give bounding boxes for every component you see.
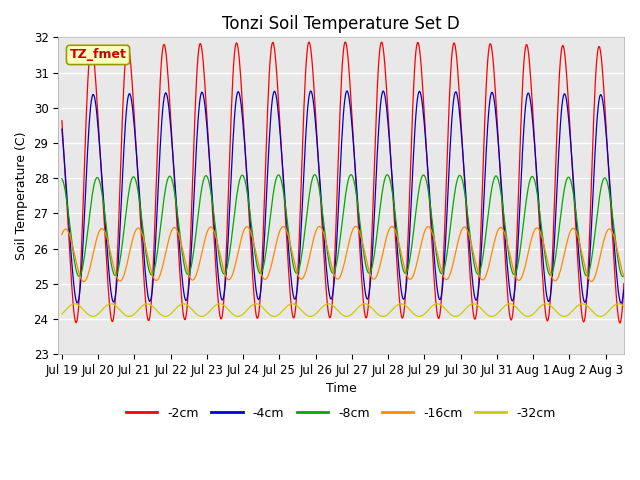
-16cm <box>351 224 359 229</box>
Line: -4cm: -4cm <box>62 91 624 303</box>
-4cm <box>476 278 483 284</box>
-16cm <box>320 230 328 236</box>
-8cm <box>462 197 470 203</box>
Text: TZ_fmet: TZ_fmet <box>70 48 127 61</box>
-8cm <box>620 274 627 279</box>
-2cm <box>462 200 470 206</box>
-2cm <box>476 265 483 271</box>
-4cm <box>319 219 326 225</box>
-8cm <box>319 213 326 218</box>
-2cm <box>620 281 628 287</box>
Y-axis label: Soil Temperature (C): Soil Temperature (C) <box>15 132 28 260</box>
Line: -16cm: -16cm <box>62 227 624 282</box>
-4cm <box>60 155 68 161</box>
-32cm <box>137 305 145 311</box>
Title: Tonzi Soil Temperature Set D: Tonzi Soil Temperature Set D <box>222 15 460 33</box>
-16cm <box>60 227 68 233</box>
-2cm <box>319 235 326 240</box>
-4cm <box>620 287 628 293</box>
-32cm <box>319 304 326 310</box>
-4cm <box>298 216 305 222</box>
Line: -2cm: -2cm <box>62 42 624 323</box>
Line: -32cm: -32cm <box>62 304 624 316</box>
-32cm <box>614 301 622 307</box>
-32cm <box>475 303 483 309</box>
-32cm <box>298 308 305 313</box>
-2cm <box>137 221 145 227</box>
-2cm <box>58 118 66 124</box>
-32cm <box>461 307 469 312</box>
-4cm <box>137 207 145 213</box>
-2cm <box>342 39 349 45</box>
Line: -8cm: -8cm <box>62 175 624 276</box>
-16cm <box>620 274 628 279</box>
-2cm <box>616 320 624 326</box>
-8cm <box>620 273 628 279</box>
-32cm <box>60 309 68 314</box>
-4cm <box>343 88 351 94</box>
-16cm <box>80 279 88 285</box>
-32cm <box>620 303 628 309</box>
-8cm <box>476 270 483 276</box>
-32cm <box>58 311 66 317</box>
-32cm <box>596 313 604 319</box>
-8cm <box>58 176 66 181</box>
-4cm <box>617 300 625 306</box>
-8cm <box>298 253 305 259</box>
-4cm <box>58 126 66 132</box>
-8cm <box>347 172 355 178</box>
-16cm <box>138 229 145 235</box>
-4cm <box>462 191 470 197</box>
-8cm <box>137 206 145 212</box>
-2cm <box>60 156 68 162</box>
X-axis label: Time: Time <box>326 383 356 396</box>
-8cm <box>60 182 68 188</box>
Legend: -2cm, -4cm, -8cm, -16cm, -32cm: -2cm, -4cm, -8cm, -16cm, -32cm <box>121 402 561 424</box>
-16cm <box>463 226 470 231</box>
-16cm <box>58 232 66 238</box>
-2cm <box>298 168 305 173</box>
-16cm <box>476 275 484 280</box>
-16cm <box>299 276 307 282</box>
